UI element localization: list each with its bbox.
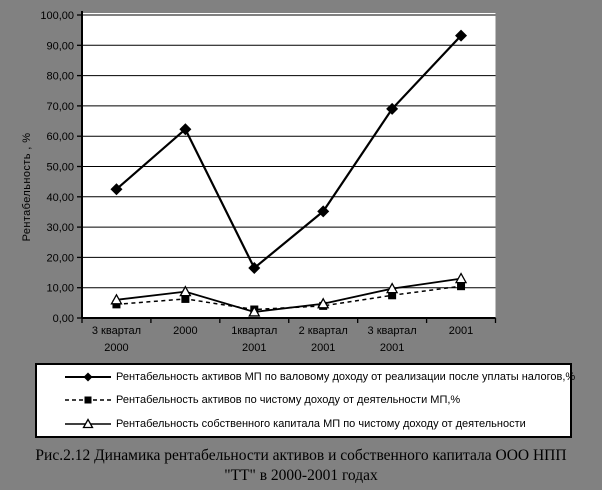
marker-triangle-icon [454, 272, 468, 284]
y-tick-label: 40,00 [46, 192, 74, 204]
y-tick-label: 70,00 [46, 101, 74, 113]
y-tick-label: 10,00 [46, 283, 74, 295]
marker-triangle-icon [82, 418, 94, 429]
marker-triangle-icon [317, 297, 330, 309]
legend-marker-diamond-line [65, 372, 111, 382]
y-tick-label: 50,00 [46, 162, 74, 174]
x-tick-label: 2001 [380, 342, 404, 354]
y-tick-label: 100,00 [40, 10, 74, 22]
marker-diamond-icon [317, 205, 330, 218]
x-tick-label: 2000 [173, 325, 197, 337]
legend-item-3: Рентабельность собственного капитала МП … [65, 417, 570, 431]
legend-label-1: Рентабельность активов МП по валовому до… [116, 370, 576, 383]
marker-diamond-icon [110, 183, 123, 196]
x-tick-label: 2001 [311, 342, 335, 354]
y-tick-label: 90,00 [46, 40, 74, 52]
series-3 [110, 272, 468, 317]
marker-triangle-icon [110, 293, 123, 305]
x-tick-label: 1квартал [231, 325, 277, 337]
x-tick-label: 3 квартал [368, 325, 417, 337]
marker-triangle-icon [179, 285, 192, 297]
marker-diamond-icon [386, 102, 399, 115]
legend-marker-square-dashed-line [65, 396, 111, 404]
y-tick-label: 30,00 [46, 222, 74, 234]
legend-item-1: Рентабельность активов МП по валовому до… [65, 370, 575, 384]
figure-caption: Рис.2.12 Динамика рентабельности активов… [0, 446, 602, 485]
series-1 [110, 29, 468, 275]
caption-line-2: "ТТ" в 2000-2001 годах [224, 466, 378, 484]
marker-diamond-icon [455, 29, 468, 42]
marker-square-icon [84, 396, 92, 404]
y-tick-label: 80,00 [46, 71, 74, 83]
y-tick-label: 20,00 [46, 252, 74, 264]
legend-marker-triangle-line [65, 418, 111, 429]
marker-square-icon [181, 294, 190, 303]
x-tick-label: 2001 [242, 342, 266, 354]
marker-square-icon [457, 282, 466, 291]
legend-box: Рентабельность активов МП по валовому до… [35, 363, 575, 438]
caption-line-1: Рис.2.12 Динамика рентабельности активов… [35, 447, 567, 464]
legend-label-3: Рентабельность собственного капитала МП … [116, 418, 526, 431]
legend-item-2: Рентабельность активов по чистому доходу… [65, 393, 570, 407]
plot-background [82, 13, 496, 318]
y-tick-label: 60,00 [46, 131, 74, 143]
marker-diamond-icon [248, 262, 261, 275]
y-tick-label: 0,00 [53, 313, 74, 325]
x-tick-label: 2001 [449, 325, 473, 337]
marker-triangle-icon [386, 282, 399, 294]
marker-square-icon [388, 291, 397, 300]
marker-diamond-icon [179, 123, 192, 136]
x-tick-label: 3 квартал [92, 325, 141, 337]
marker-triangle-icon [248, 305, 261, 317]
x-tick-label: 2000 [104, 342, 128, 354]
x-tick-label: 2 квартал [299, 325, 348, 337]
line-chart-plot: 0,00 10,00 20,00 30,00 40,00 50,00 60,00 70,00 8… [40, 10, 497, 354]
marker-diamond-icon [83, 372, 93, 382]
legend-label-2: Рентабельность активов по чистому доходу… [116, 394, 461, 407]
